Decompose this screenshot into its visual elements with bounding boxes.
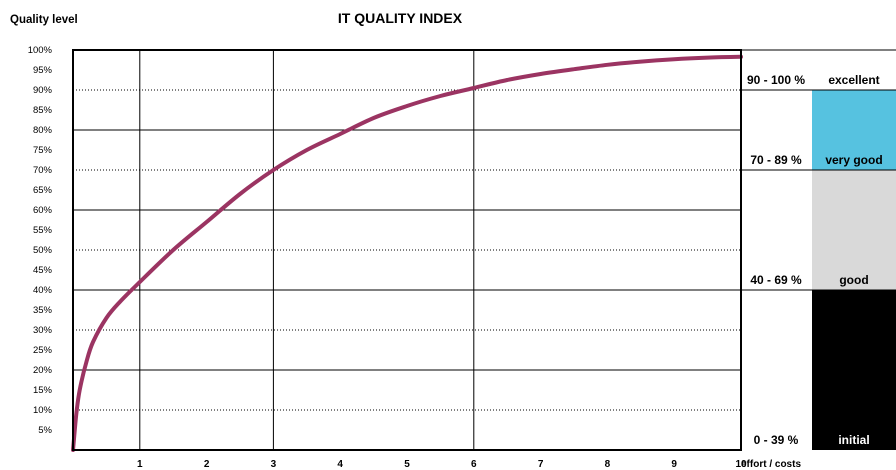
x-tick-label: 7: [538, 459, 544, 470]
x-tick-label: 9: [671, 459, 677, 470]
y-tick-label: 25%: [33, 345, 53, 356]
x-tick-label: 2: [204, 459, 210, 470]
chart-title: IT QUALITY INDEX: [338, 10, 463, 26]
series-line-0: [71, 54, 743, 452]
band-label-1: very good: [825, 153, 882, 167]
y-tick-label: 65%: [33, 185, 53, 196]
x-tick-label: 4: [337, 459, 343, 470]
y-tick-label: 55%: [33, 225, 53, 236]
grid: [73, 50, 741, 450]
x-tick-label: 1: [137, 459, 143, 470]
y-tick-label: 20%: [33, 365, 53, 376]
y-axis-label: Quality level: [10, 14, 78, 26]
band-label-2: good: [839, 273, 868, 287]
y-tick-label: 45%: [33, 265, 53, 276]
band-range-3: 0 - 39 %: [754, 433, 799, 447]
band-block-2: [812, 170, 896, 290]
series-layer: [71, 54, 743, 452]
y-tick-label: 100%: [28, 45, 53, 56]
y-tick-label: 75%: [33, 145, 53, 156]
band-block-3: [812, 290, 896, 450]
y-tick-label: 10%: [33, 405, 53, 416]
y-tick-label: 95%: [33, 65, 53, 76]
axis-ticks: 5% 10% 15% 20% 25% 30% 35% 40% 45% 50% 55% 60% 65% 70…: [28, 45, 747, 470]
band-block-1: [812, 90, 896, 170]
y-tick-label: 5%: [38, 425, 52, 436]
y-tick-label: 80%: [33, 125, 53, 136]
y-tick-label: 50%: [33, 245, 53, 256]
x-tick-label: 8: [605, 459, 611, 470]
band-range-2: 40 - 69 %: [750, 273, 802, 287]
y-tick-label: 35%: [33, 305, 53, 316]
band-label-0: excellent: [828, 73, 879, 87]
band-range-0: 90 - 100 %: [747, 73, 805, 87]
y-tick-label: 90%: [33, 85, 53, 96]
quality-bands: 90 - 100 % excellent 70 - 89 % very good 40 …: [741, 49, 896, 450]
y-tick-label: 60%: [33, 205, 53, 216]
plot-frame: [72, 49, 742, 451]
x-axis-label: effort / costs: [741, 459, 801, 470]
band-label-3: initial: [838, 433, 869, 447]
x-tick-label: 3: [271, 459, 277, 470]
y-tick-label: 70%: [33, 165, 53, 176]
band-block-0: [812, 50, 896, 90]
y-tick-label: 40%: [33, 285, 53, 296]
x-tick-label: 5: [404, 459, 410, 470]
y-tick-label: 85%: [33, 105, 53, 116]
y-tick-label: 30%: [33, 325, 53, 336]
y-tick-label: 15%: [33, 385, 53, 396]
x-tick-label: 6: [471, 459, 477, 470]
band-range-1: 70 - 89 %: [750, 153, 802, 167]
x-tick-label: 10: [735, 459, 747, 470]
